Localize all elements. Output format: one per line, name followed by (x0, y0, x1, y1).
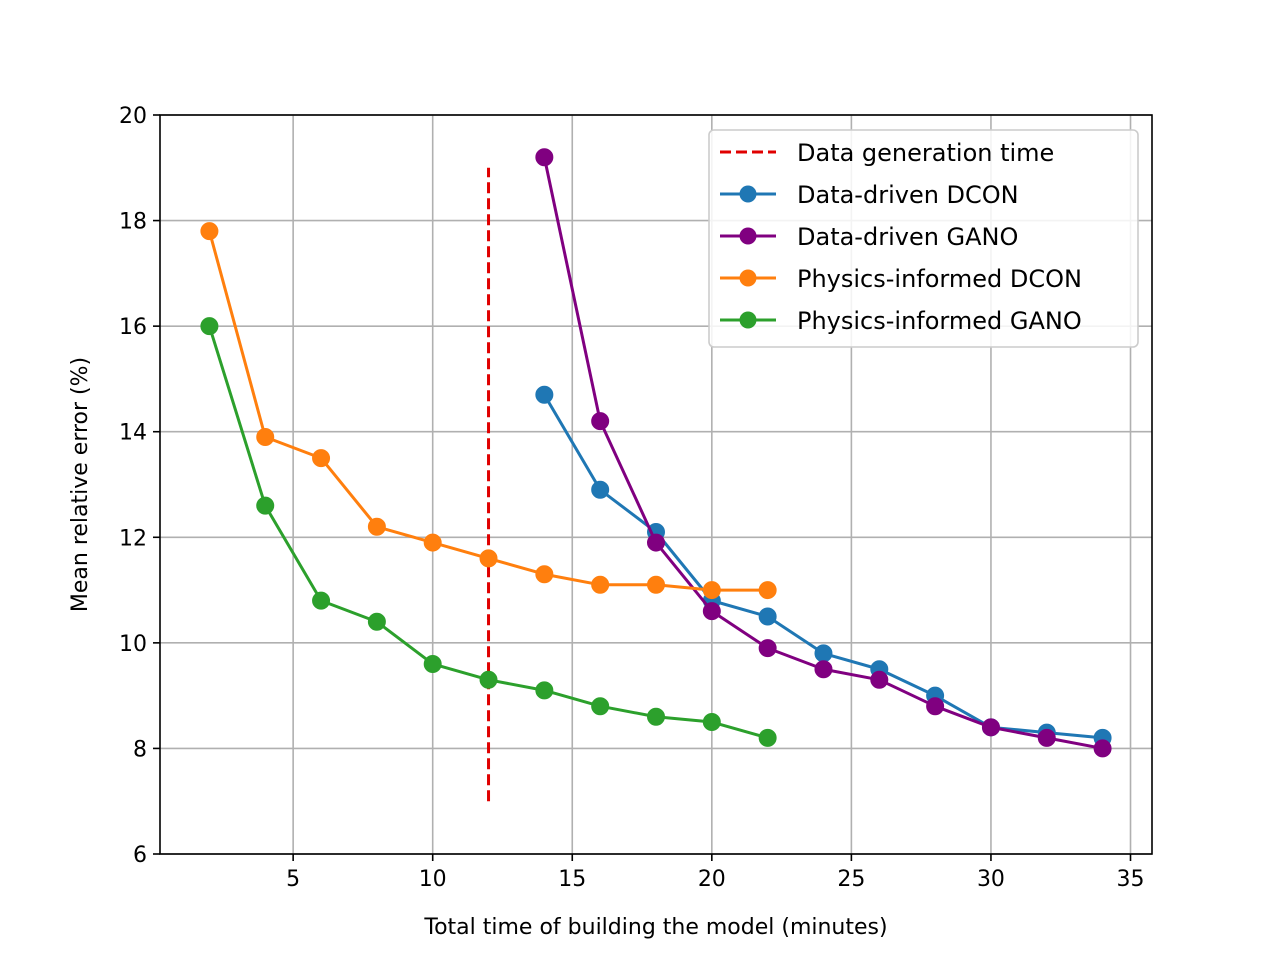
data-point-data-driven-gano (535, 148, 554, 167)
legend-label-data-driven-gano: Data-driven GANO (797, 223, 1018, 251)
data-point-data-driven-gano (926, 697, 945, 716)
data-point-data-driven-gano (591, 412, 610, 431)
data-point-physics-informed-gano (647, 707, 665, 726)
x-tick-label: 20 (698, 867, 726, 892)
data-point-physics-informed-gano (423, 654, 442, 673)
data-point-data-driven-gano (814, 660, 833, 679)
y-tick-label: 10 (119, 632, 147, 657)
plot-frame (159, 114, 1153, 855)
series-data-driven-gano (535, 148, 1112, 758)
data-point-physics-informed-gano (535, 681, 554, 700)
data-point-data-driven-dcon (814, 644, 833, 663)
data-point-data-driven-dcon (535, 385, 554, 404)
series-physics-informed-gano (200, 317, 777, 747)
data-point-physics-informed-dcon (256, 427, 275, 446)
data-point-physics-informed-dcon (367, 517, 386, 536)
data-point-physics-informed-gano (312, 591, 331, 610)
legend-box (708, 129, 1139, 348)
x-tick-label: 5 (286, 867, 300, 892)
data-point-data-driven-gano (647, 533, 665, 552)
y-tick-label: 8 (133, 737, 147, 762)
data-point-physics-informed-dcon (423, 533, 442, 552)
data-point-physics-informed-gano (702, 713, 721, 732)
data-point-data-driven-gano (870, 670, 889, 689)
data-point-data-driven-dcon (591, 480, 610, 499)
axis-ticks: 5 10 15 20 25 30 35 6 8 10 12 14 16 18 20 (119, 104, 1145, 892)
x-tick-label: 25 (837, 867, 865, 892)
data-point-physics-informed-gano (256, 496, 275, 515)
y-tick-label: 14 (119, 421, 147, 446)
legend: Data generation time Data-driven DCON Data… (708, 129, 1139, 348)
y-tick-label: 20 (119, 104, 147, 129)
x-tick-label: 35 (1117, 867, 1145, 892)
data-point-data-driven-gano (758, 639, 777, 658)
data-point-physics-informed-dcon (479, 549, 498, 568)
y-tick-label: 16 (119, 315, 147, 340)
y-tick-label: 18 (119, 210, 147, 235)
data-point-physics-informed-dcon (702, 581, 721, 600)
y-tick-label: 12 (119, 526, 147, 551)
data-point-data-driven-dcon (758, 607, 777, 626)
y-tick-label: 6 (133, 843, 147, 868)
data-point-physics-informed-dcon (535, 565, 554, 584)
x-tick-label: 10 (419, 867, 447, 892)
data-point-physics-informed-dcon (591, 575, 610, 594)
data-point-physics-informed-dcon (647, 575, 665, 594)
y-axis-label: Mean relative error (%) (68, 357, 93, 612)
x-tick-label: 15 (558, 867, 586, 892)
plot-series (200, 148, 1112, 802)
legend-label-physics-informed-dcon: Physics-informed DCON (797, 265, 1082, 293)
legend-label-data-generation-time: Data generation time (797, 139, 1054, 167)
legend-marker-physics-informed-gano (739, 311, 757, 329)
data-point-physics-informed-gano (200, 317, 219, 336)
data-point-data-driven-gano (1037, 728, 1056, 747)
data-point-data-driven-gano (702, 602, 721, 621)
data-point-physics-informed-dcon (758, 581, 777, 600)
data-point-data-driven-gano (981, 718, 1000, 737)
data-point-physics-informed-gano (479, 670, 498, 689)
data-point-physics-informed-gano (591, 697, 610, 716)
series-physics-informed-dcon (200, 222, 777, 600)
legend-label-physics-informed-gano: Physics-informed GANO (797, 307, 1082, 335)
data-point-physics-informed-dcon (200, 222, 219, 241)
data-point-physics-informed-gano (758, 728, 777, 747)
data-point-data-driven-gano (1093, 739, 1112, 758)
legend-marker-physics-informed-dcon (739, 269, 757, 287)
x-tick-label: 30 (977, 867, 1005, 892)
legend-marker-data-driven-gano (739, 227, 757, 245)
legend-label-data-driven-dcon: Data-driven DCON (797, 181, 1019, 209)
data-point-physics-informed-dcon (312, 449, 331, 468)
legend-marker-data-driven-dcon (739, 185, 757, 203)
data-point-physics-informed-gano (367, 612, 386, 631)
x-axis-label: Total time of building the model (minute… (423, 915, 887, 940)
